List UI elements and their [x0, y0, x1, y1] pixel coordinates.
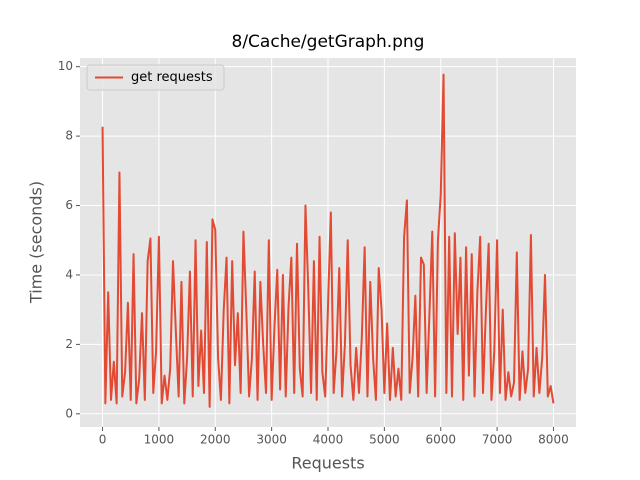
plot-area — [101, 73, 555, 408]
x-tick-label: 3000 — [256, 433, 287, 447]
x-tick-label: 6000 — [425, 433, 456, 447]
x-tick-label: 7000 — [482, 433, 513, 447]
legend-label: get requests — [131, 70, 213, 85]
x-tick-label: 2000 — [200, 433, 231, 447]
y-axis-label: Time (seconds) — [27, 181, 46, 304]
x-tick-label: 8000 — [538, 433, 569, 447]
y-tick-label: 6 — [65, 198, 73, 212]
x-tick-label: 4000 — [313, 433, 344, 447]
x-axis-label: Requests — [291, 454, 364, 473]
data-line — [101, 73, 555, 408]
legend: get requests — [86, 64, 225, 91]
x-tick-label: 1000 — [144, 433, 175, 447]
legend-box — [86, 64, 225, 91]
x-tick-label: 0 — [99, 433, 107, 447]
x-tick-label: 5000 — [369, 433, 400, 447]
y-tick-label: 8 — [65, 129, 73, 143]
y-tick-label: 0 — [65, 406, 73, 420]
chart-title: 8/Cache/getGraph.png — [232, 32, 425, 52]
y-tick-label: 4 — [65, 267, 73, 281]
y-tick-label: 2 — [65, 337, 73, 351]
y-tick-label: 10 — [58, 59, 73, 73]
